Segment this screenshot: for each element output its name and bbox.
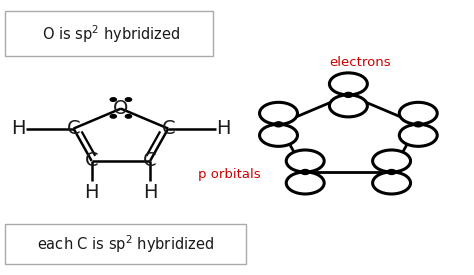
FancyBboxPatch shape: [5, 224, 246, 264]
Text: O is sp$^2$ hybridized: O is sp$^2$ hybridized: [42, 23, 181, 45]
Text: C: C: [143, 151, 157, 170]
Circle shape: [110, 115, 117, 118]
Circle shape: [260, 124, 298, 146]
Text: each C is sp$^2$ hybridized: each C is sp$^2$ hybridized: [37, 233, 214, 255]
Circle shape: [286, 172, 324, 194]
FancyBboxPatch shape: [5, 11, 213, 56]
Circle shape: [329, 95, 367, 117]
Circle shape: [414, 122, 422, 127]
Circle shape: [125, 98, 131, 101]
Circle shape: [286, 150, 324, 172]
Text: C: C: [161, 119, 175, 138]
Circle shape: [373, 172, 410, 194]
Text: H: H: [11, 119, 25, 138]
Circle shape: [387, 169, 396, 174]
Text: H: H: [217, 119, 231, 138]
Text: C: C: [67, 119, 81, 138]
Text: H: H: [84, 183, 99, 202]
Text: C: C: [85, 151, 99, 170]
Text: O: O: [113, 99, 128, 118]
Circle shape: [399, 102, 437, 124]
Circle shape: [260, 102, 298, 124]
Circle shape: [110, 98, 117, 101]
Text: H: H: [143, 183, 157, 202]
Circle shape: [373, 150, 410, 172]
Text: p orbitals: p orbitals: [198, 168, 260, 181]
Circle shape: [125, 115, 131, 118]
Circle shape: [274, 122, 283, 127]
Circle shape: [399, 124, 437, 146]
Circle shape: [301, 169, 310, 174]
Circle shape: [329, 73, 367, 95]
Circle shape: [344, 92, 353, 97]
Text: electrons: electrons: [329, 56, 391, 69]
